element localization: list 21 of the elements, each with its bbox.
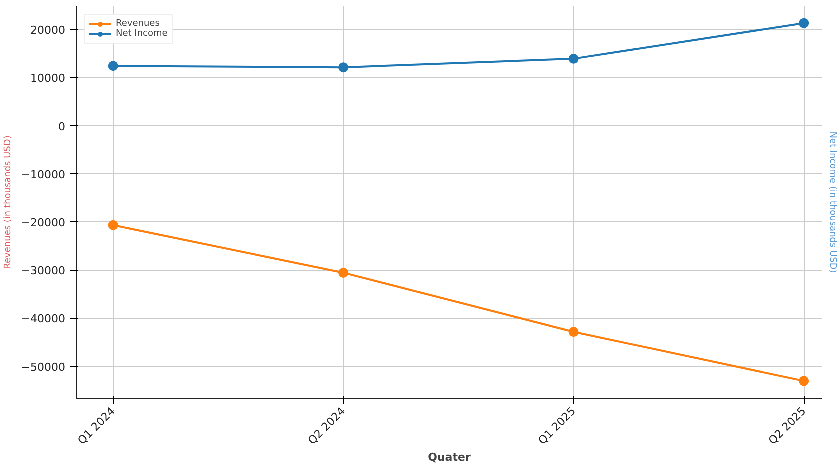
y-tick-label: −40000 bbox=[21, 312, 66, 326]
point bbox=[799, 376, 810, 386]
y-tick-label: 10000 bbox=[30, 72, 66, 86]
y-tick-label: −30000 bbox=[21, 264, 66, 278]
y-tick-label: −20000 bbox=[21, 216, 66, 230]
point bbox=[799, 18, 810, 28]
y-tick-label: −50000 bbox=[21, 360, 66, 374]
x-axis-title: Quater bbox=[428, 451, 472, 464]
legend-label: Revenues bbox=[116, 19, 160, 29]
y2-axis-title: Net Income (in thousands USD) bbox=[828, 132, 838, 274]
y-tick-label: 20000 bbox=[30, 24, 66, 38]
point bbox=[338, 268, 349, 278]
point bbox=[568, 327, 579, 338]
point bbox=[108, 220, 118, 230]
y-tick-label: 0 bbox=[58, 120, 66, 134]
point bbox=[338, 62, 349, 73]
y-tick-label: −10000 bbox=[21, 168, 66, 182]
point bbox=[568, 54, 579, 64]
y-axis-title: Revenues (in thousands USD) bbox=[3, 136, 14, 270]
point bbox=[108, 61, 118, 72]
legend-label: Net Income bbox=[116, 29, 168, 39]
